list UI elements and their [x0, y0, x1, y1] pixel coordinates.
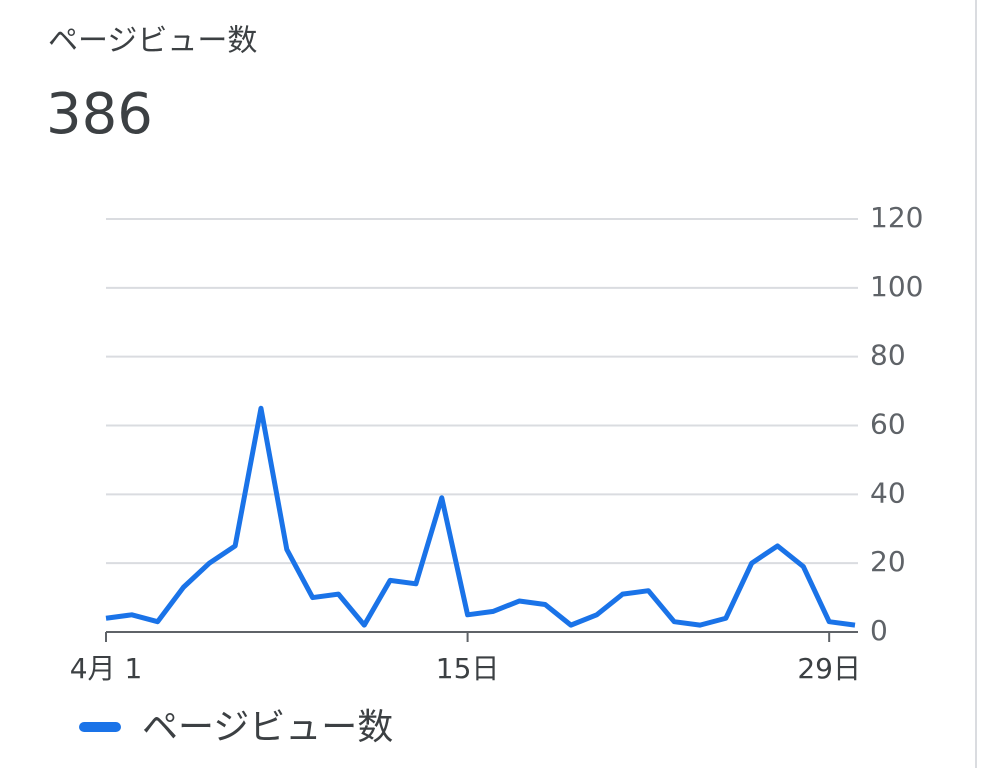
- card-title: ページビュー数: [48, 24, 257, 59]
- x-tick-label: 4月 1: [70, 652, 143, 685]
- y-tick-label: 60: [870, 408, 906, 441]
- plot: 0 20 40 60 80 100 120 4月 1 15日 29日: [70, 201, 924, 685]
- total-value: 386: [46, 82, 153, 147]
- y-tick-label: 40: [870, 476, 906, 509]
- y-tick-label: 80: [870, 339, 906, 372]
- y-tick-label: 120: [870, 201, 923, 234]
- x-tick-label: 15日: [436, 652, 500, 685]
- y-tick-label: 100: [870, 270, 923, 303]
- y-tick-label: 0: [870, 614, 888, 647]
- legend-label: ページビュー数: [142, 707, 393, 748]
- x-tick-label: 29日: [797, 652, 861, 685]
- y-tick-label: 20: [870, 545, 906, 578]
- series-line: [105, 405, 856, 628]
